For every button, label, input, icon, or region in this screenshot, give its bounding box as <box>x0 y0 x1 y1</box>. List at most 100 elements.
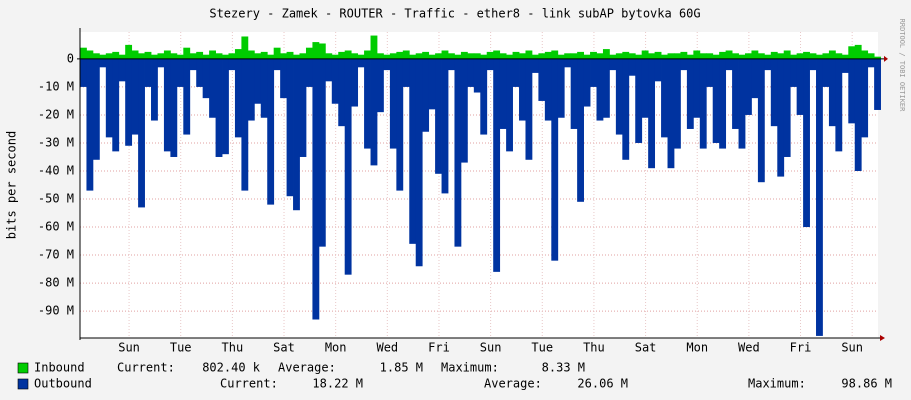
y-tick-label: 0 <box>67 51 74 65</box>
bar <box>92 58 100 160</box>
bar <box>448 58 455 71</box>
bar <box>280 53 288 59</box>
bar <box>105 58 113 138</box>
bottom-arrow <box>880 335 885 341</box>
bar <box>551 50 559 59</box>
bar <box>234 49 242 59</box>
y-tick-label: -40 M <box>38 163 74 177</box>
bar <box>854 58 862 171</box>
bar <box>673 53 681 59</box>
bar <box>189 58 197 71</box>
bar <box>667 58 675 169</box>
bar <box>183 58 191 135</box>
bar <box>228 58 236 71</box>
bar <box>564 58 572 68</box>
bar <box>196 58 204 87</box>
chart-title: Stezery - Zamek - ROUTER - Traffic - eth… <box>209 7 700 21</box>
bar <box>286 58 294 197</box>
bar <box>783 50 791 59</box>
bar <box>183 47 191 59</box>
bar <box>299 58 307 157</box>
bar <box>590 51 597 59</box>
bar <box>80 58 87 87</box>
bar <box>144 51 152 59</box>
legend-stat-label: Maximum: <box>748 377 806 391</box>
legend-stat-value: 98.86 M <box>841 377 892 391</box>
bar <box>409 54 417 59</box>
bar <box>861 50 869 59</box>
bar <box>99 54 107 59</box>
legend-stat-label: Maximum: <box>441 361 499 375</box>
bar <box>751 50 759 59</box>
bar <box>364 58 371 149</box>
legend-label: Inbound <box>34 361 85 375</box>
bar <box>822 53 830 59</box>
bar <box>564 53 572 59</box>
bar <box>661 58 668 138</box>
legend-stat-label: Current: <box>117 361 175 375</box>
bar <box>473 53 481 59</box>
y-tick-label: -30 M <box>38 135 74 149</box>
legend-stat-value: 802.40 k <box>202 361 261 375</box>
bar <box>493 50 501 59</box>
bar <box>770 51 778 59</box>
bar <box>222 54 229 59</box>
bar <box>738 58 746 149</box>
bar <box>570 53 578 59</box>
bar <box>389 53 397 59</box>
bar <box>538 53 546 59</box>
bar <box>745 53 752 59</box>
bar <box>305 47 313 59</box>
bar <box>125 44 133 59</box>
legend-stat-value: 1.85 M <box>380 361 423 375</box>
bar <box>467 58 475 87</box>
bar <box>170 58 178 157</box>
bar <box>402 58 410 87</box>
bar <box>622 58 630 160</box>
bar <box>615 53 623 59</box>
bar <box>525 50 533 59</box>
bar <box>273 58 281 71</box>
bar <box>706 58 714 87</box>
bar <box>428 54 436 59</box>
bar <box>267 54 275 59</box>
bar <box>299 53 307 59</box>
bar <box>454 54 462 59</box>
bar <box>486 51 494 59</box>
x-tick-label: Mon <box>325 341 347 355</box>
bar <box>383 58 391 71</box>
bar <box>151 58 158 121</box>
bar <box>435 53 442 59</box>
bar <box>112 51 120 59</box>
bar <box>874 58 881 110</box>
bar <box>641 50 649 59</box>
bar <box>867 58 875 68</box>
bar <box>209 50 216 59</box>
x-tick-label: Thu <box>583 341 605 355</box>
bar <box>809 58 817 71</box>
bar <box>622 51 630 59</box>
bar <box>325 58 333 82</box>
bar <box>635 58 643 143</box>
bar <box>305 58 313 87</box>
bar <box>196 51 204 59</box>
bar <box>325 53 333 59</box>
bar <box>628 53 636 59</box>
x-tick-label: Wed <box>738 341 760 355</box>
bar <box>176 54 184 59</box>
bar <box>738 54 746 59</box>
bar <box>112 58 120 152</box>
bar <box>357 58 365 68</box>
bar <box>719 51 727 59</box>
bar <box>686 58 694 129</box>
bar <box>551 58 559 261</box>
bar <box>467 53 475 59</box>
bar <box>848 58 856 124</box>
bar <box>86 50 94 59</box>
legend-stat-value: 8.33 M <box>542 361 585 375</box>
bar <box>577 51 584 59</box>
bar <box>247 58 255 121</box>
bar <box>364 50 371 59</box>
bar <box>712 54 720 59</box>
bar <box>422 58 430 132</box>
